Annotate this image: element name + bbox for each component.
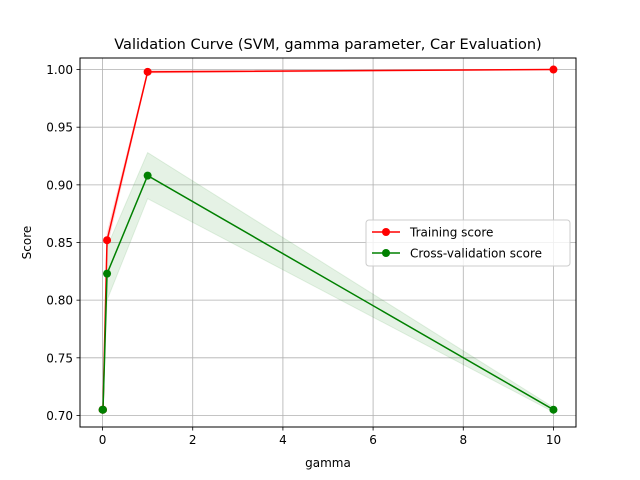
y-tick-label: 0.90: [46, 178, 73, 192]
point-series-1: [103, 269, 112, 278]
point-series-0: [103, 236, 112, 245]
y-axis-label: Score: [20, 226, 34, 260]
x-axis-ticks: 0 2 4 6 8 10: [99, 427, 561, 447]
series-markers: [98, 65, 558, 414]
point-series-1: [143, 171, 152, 180]
y-tick-label: 0.95: [46, 121, 73, 135]
chart-title: Validation Curve (SVM, gamma parameter, …: [114, 37, 541, 53]
legend-label: Cross-validation score: [410, 247, 542, 261]
x-tick-label: 8: [459, 433, 467, 447]
x-tick-label: 2: [189, 433, 197, 447]
point-series-1: [98, 405, 107, 414]
x-tick-label: 0: [99, 433, 107, 447]
y-axis-ticks: 0.70 0.75 0.80 0.85 0.90 0.95 1.00: [46, 63, 80, 423]
x-axis-label: gamma: [305, 456, 351, 470]
legend-marker: [382, 228, 390, 236]
x-tick-label: 10: [546, 433, 561, 447]
legend: Training score Cross-validation score: [365, 219, 571, 267]
y-tick-label: 1.00: [46, 63, 73, 77]
y-tick-label: 0.75: [46, 351, 73, 365]
x-tick-label: 6: [369, 433, 377, 447]
legend-label: Training score: [409, 226, 493, 240]
legend-marker: [382, 249, 390, 257]
point-series-0: [143, 67, 152, 76]
legend-box: [365, 219, 571, 267]
point-series-1: [549, 405, 558, 414]
point-series-0: [549, 65, 558, 74]
x-tick-label: 4: [279, 433, 287, 447]
y-tick-label: 0.80: [46, 294, 73, 308]
y-tick-label: 0.70: [46, 409, 73, 423]
y-tick-label: 0.85: [46, 236, 73, 250]
